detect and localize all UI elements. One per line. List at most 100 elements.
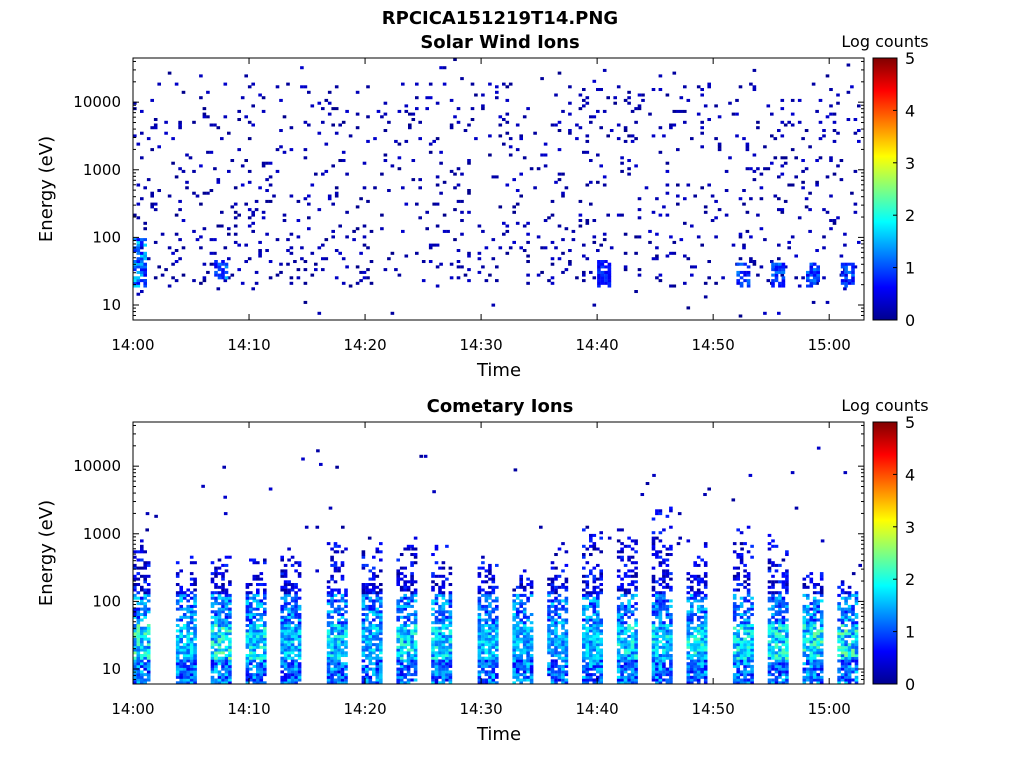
heatmap-cell [623,251,628,255]
heatmap-cell [217,624,222,628]
heatmap-cell [283,662,288,666]
heatmap-cell [822,129,826,133]
heatmap-cell [658,509,663,513]
heatmap-cell [399,553,404,557]
heatmap-cell [448,613,453,617]
heatmap-cell [179,634,183,638]
heatmap-cell [812,664,817,668]
heatmap-cell [700,643,704,647]
heatmap-cell [133,675,137,679]
heatmap-cell [181,273,186,277]
heatmap-cell [547,216,551,220]
heatmap-cell [745,142,750,146]
heatmap-cell [743,632,747,636]
heatmap-cell [665,254,670,258]
heatmap-cell [331,107,335,111]
heatmap-cell [665,607,670,611]
heatmap-cell [413,656,418,660]
heatmap-cell [662,624,666,628]
heatmap-cell [263,610,267,614]
heatmap-cell [627,659,631,663]
heatmap-cell [771,634,775,638]
heatmap-cell [214,664,218,668]
heatmap-cell [294,662,298,666]
heatmap-cell [495,604,499,608]
heatmap-cell [819,574,824,578]
heatmap-cell [143,681,147,685]
heatmap-cell [665,514,670,518]
heatmap-cell [669,640,673,644]
heatmap-cell [224,604,229,608]
heatmap-cell [366,276,370,280]
heatmap-cell [669,629,673,633]
heatmap-cell [330,643,334,647]
heatmap-cell [182,645,187,649]
heatmap-cell [297,645,302,649]
heatmap-cell [512,178,516,182]
heatmap-cell [470,107,475,111]
heatmap-cell [750,667,754,671]
heatmap-cell [136,202,141,206]
heatmap-cell [403,602,407,606]
heatmap-cell [550,675,555,679]
heatmap-cell [739,654,744,658]
heatmap-cell [806,656,810,660]
heatmap-cell [403,615,407,619]
heatmap-cell [515,673,520,677]
heatmap-cell [672,240,677,244]
heatmap-cell [739,604,744,608]
heatmap-cell [778,648,782,652]
heatmap-cell [547,577,551,581]
heatmap-cell [767,645,772,649]
colorbar-label: Log counts [841,32,928,51]
heatmap-cell [280,610,284,614]
heatmap-cell [146,637,151,641]
heatmap-cell [630,662,635,666]
heatmap-cell [732,645,737,649]
heatmap-cell [809,634,814,638]
heatmap-cell [707,276,711,280]
heatmap-cell [189,637,194,641]
heatmap-cell [143,577,147,581]
heatmap-cell [686,645,691,649]
heatmap-cell [655,232,659,236]
y-tick-label: 100 [92,228,121,246]
heatmap-cell [283,599,288,603]
heatmap-cell [294,645,298,649]
heatmap-cell [146,629,151,633]
heatmap-cell [802,637,807,641]
heatmap-cell [143,634,147,638]
heatmap-cell [283,675,288,679]
heatmap-cell [179,615,183,619]
heatmap-cell [366,139,370,143]
heatmap-cell [802,648,807,652]
heatmap-cell [564,634,569,638]
heatmap-cell [781,651,786,655]
heatmap-cell [263,632,267,636]
heatmap-cell [778,591,782,595]
heatmap-cell [819,637,824,641]
heatmap-cell [431,654,435,658]
heatmap-cell [221,610,225,614]
heatmap-cell [484,681,489,685]
heatmap-cell [224,670,229,674]
heatmap-cell [599,632,603,636]
heatmap-cell [781,648,786,652]
heatmap-cell [410,553,414,557]
heatmap-cell [739,262,744,266]
heatmap-cell [287,634,291,638]
heatmap-cell [599,621,603,625]
heatmap-cell [495,643,499,647]
heatmap-cell [582,607,586,611]
heatmap-cell [582,618,586,622]
heatmap-cell [280,604,284,608]
heatmap-cell [256,681,260,685]
heatmap-cell [337,610,341,614]
heatmap-cell [829,219,833,223]
heatmap-cell [157,265,161,269]
heatmap-cell [133,664,137,668]
heatmap-cell [696,648,701,652]
heatmap-cell [703,544,708,548]
heatmap-cell [256,607,260,611]
heatmap-cell [620,640,624,644]
